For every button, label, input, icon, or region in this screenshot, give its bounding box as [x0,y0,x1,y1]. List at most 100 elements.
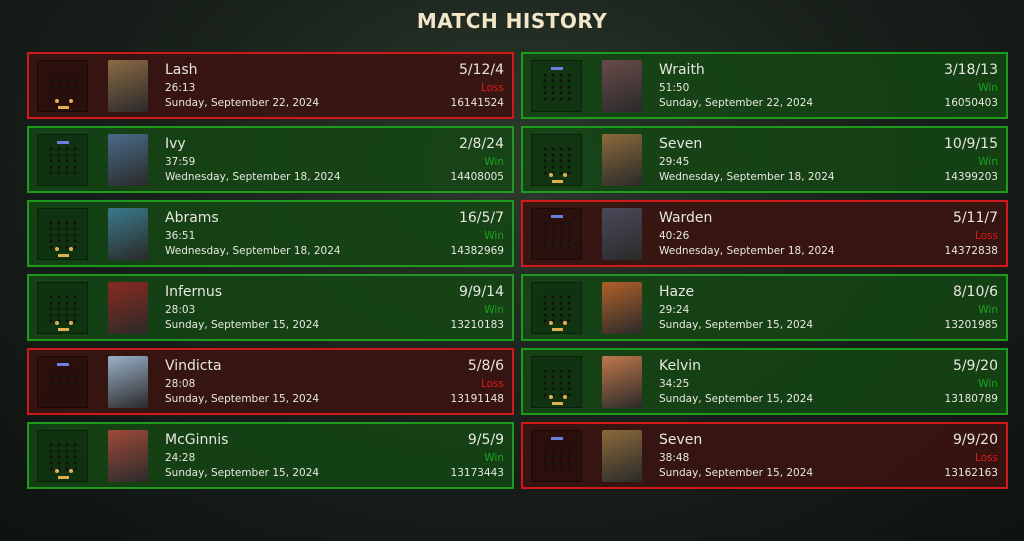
kda: 2/8/24 [458,136,504,152]
match-result: Win [484,156,504,168]
hero-portrait [602,430,642,482]
kda: 8/10/6 [952,284,998,300]
rank-emblem-icon [531,208,582,260]
match-result: Win [484,230,504,242]
match-date: Sunday, September 15, 2024 [659,467,814,479]
hero-portrait [602,60,642,112]
match-duration: 26:13 [165,82,196,94]
kda: 5/12/4 [458,62,504,78]
rank-emblem-icon [531,134,582,186]
rank-emblem-icon [531,60,582,112]
match-id: 13210183 [450,319,504,331]
match-date: Wednesday, September 18, 2024 [165,245,341,257]
hero-portrait [602,134,642,186]
match-card[interactable]: Haze 29:24 Sunday, September 15, 2024 8/… [521,274,1008,341]
match-result: Win [484,452,504,464]
match-card[interactable]: Warden 40:26 Wednesday, September 18, 20… [521,200,1008,267]
hero-portrait [602,356,642,408]
hero-portrait [108,282,148,334]
page-title: MATCH HISTORY [416,9,608,33]
match-card[interactable]: Ivy 37:59 Wednesday, September 18, 2024 … [27,126,514,193]
match-id: 14399203 [944,171,998,183]
match-date: Sunday, September 15, 2024 [165,319,320,331]
match-card[interactable]: Vindicta 28:08 Sunday, September 15, 202… [27,348,514,415]
match-date: Sunday, September 15, 2024 [659,393,814,405]
match-id: 13173443 [450,467,504,479]
hero-portrait [108,356,148,408]
hero-portrait [108,208,148,260]
match-date: Sunday, September 22, 2024 [659,97,814,109]
kda: 9/9/20 [952,432,998,448]
match-duration: 51:50 [659,82,690,94]
hero-name: Seven [659,136,703,152]
match-duration: 29:45 [659,156,690,168]
kda: 5/9/20 [952,358,998,374]
hero-name: Infernus [165,284,223,300]
rank-emblem-icon [531,356,582,408]
match-result: Loss [480,82,504,94]
match-id: 14372838 [944,245,998,257]
rank-emblem-icon [37,282,88,334]
rank-emblem-icon [37,134,88,186]
match-result: Win [978,82,998,94]
hero-portrait [108,60,148,112]
rank-emblem-icon [37,60,88,112]
match-result: Win [978,156,998,168]
hero-portrait [108,134,148,186]
match-result: Loss [974,230,998,242]
match-duration: 28:08 [165,378,196,390]
rank-emblem-icon [37,356,88,408]
hero-name: Seven [659,432,703,448]
rank-emblem-icon [37,208,88,260]
hero-name: Abrams [165,210,219,226]
match-duration: 24:28 [165,452,196,464]
match-id: 14382969 [450,245,504,257]
match-id: 13180789 [944,393,998,405]
kda: 9/9/14 [458,284,504,300]
match-date: Sunday, September 15, 2024 [165,393,320,405]
kda: 3/18/13 [944,62,998,78]
hero-portrait [602,208,642,260]
match-date: Wednesday, September 18, 2024 [165,171,341,183]
match-card[interactable]: Seven 29:45 Wednesday, September 18, 202… [521,126,1008,193]
match-duration: 29:24 [659,304,690,316]
match-card[interactable]: McGinnis 24:28 Sunday, September 15, 202… [27,422,514,489]
match-result: Loss [480,378,504,390]
match-card[interactable]: Kelvin 34:25 Sunday, September 15, 2024 … [521,348,1008,415]
kda: 10/9/15 [944,136,998,152]
hero-name: Wraith [659,62,705,78]
match-card[interactable]: Abrams 36:51 Wednesday, September 18, 20… [27,200,514,267]
match-card[interactable]: Seven 38:48 Sunday, September 15, 2024 9… [521,422,1008,489]
hero-name: Warden [659,210,713,226]
hero-name: McGinnis [165,432,229,448]
hero-portrait [108,430,148,482]
kda: 9/5/9 [467,432,504,448]
match-duration: 40:26 [659,230,690,242]
match-list: Lash 26:13 Sunday, September 22, 2024 5/… [27,52,1008,489]
match-result: Loss [974,452,998,464]
match-date: Wednesday, September 18, 2024 [659,245,835,257]
rank-emblem-icon [531,282,582,334]
match-id: 13201985 [944,319,998,331]
match-result: Win [978,378,998,390]
match-date: Wednesday, September 18, 2024 [659,171,835,183]
match-result: Win [978,304,998,316]
match-date: Sunday, September 15, 2024 [165,467,320,479]
match-id: 16141524 [450,97,504,109]
hero-name: Haze [659,284,695,300]
match-id: 16050403 [944,97,998,109]
match-result: Win [484,304,504,316]
match-card[interactable]: Wraith 51:50 Sunday, September 22, 2024 … [521,52,1008,119]
match-id: 13162163 [944,467,998,479]
hero-name: Ivy [165,136,186,152]
match-id: 14408005 [450,171,504,183]
hero-name: Vindicta [165,358,222,374]
match-card[interactable]: Lash 26:13 Sunday, September 22, 2024 5/… [27,52,514,119]
kda: 16/5/7 [458,210,504,226]
match-date: Sunday, September 22, 2024 [165,97,320,109]
match-duration: 34:25 [659,378,690,390]
match-card[interactable]: Infernus 28:03 Sunday, September 15, 202… [27,274,514,341]
rank-emblem-icon [37,430,88,482]
match-duration: 36:51 [165,230,196,242]
match-date: Sunday, September 15, 2024 [659,319,814,331]
